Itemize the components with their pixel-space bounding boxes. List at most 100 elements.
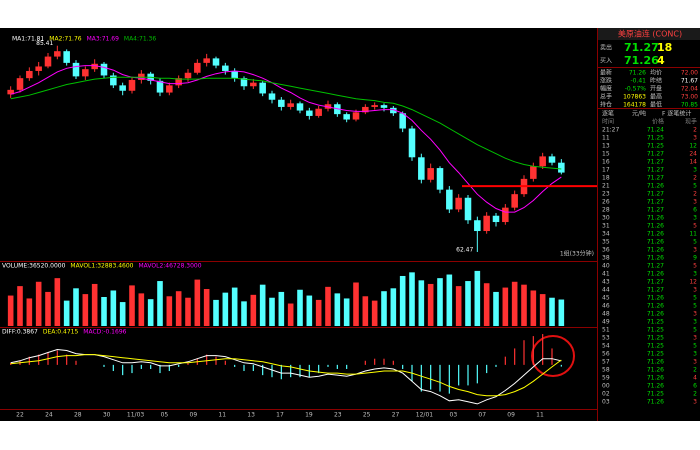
tick-cell: 3 bbox=[693, 215, 697, 222]
volume-bar bbox=[101, 297, 107, 326]
tab[interactable]: 元/吨 bbox=[632, 110, 646, 118]
volume-bar bbox=[203, 289, 210, 326]
candle-body bbox=[287, 103, 294, 107]
stat-value: -0.41 bbox=[630, 78, 646, 85]
tick-cell: 71.26 bbox=[647, 383, 664, 390]
tick-cell: 4 bbox=[693, 375, 697, 382]
tick-cell: 71.27 bbox=[647, 279, 664, 286]
volume-bar bbox=[427, 283, 434, 326]
tick-cell: 2 bbox=[693, 367, 697, 374]
tick-cell: 71.27 bbox=[647, 191, 664, 198]
tick-cell: 3 bbox=[693, 271, 697, 278]
tick-cell: 71.27 bbox=[647, 199, 664, 206]
tick-cell: 14 bbox=[689, 159, 697, 166]
dif-line bbox=[10, 348, 562, 405]
tick-cell: 15 bbox=[602, 151, 610, 158]
candle-body bbox=[343, 114, 350, 120]
panel-title-bar bbox=[598, 28, 700, 40]
tick-cell: 28 bbox=[602, 207, 610, 214]
stat-value: 164178 bbox=[623, 102, 646, 109]
volume-bar bbox=[390, 288, 397, 326]
x-tick-label: 11 bbox=[536, 412, 544, 419]
volume-bar bbox=[147, 299, 154, 326]
volume-bar bbox=[353, 282, 359, 326]
volume-bar bbox=[213, 299, 219, 326]
volume-bar bbox=[7, 295, 14, 326]
candle-body bbox=[166, 85, 173, 93]
tick-cell: 36 bbox=[602, 247, 610, 254]
legend-entry: DEA:0.4715 bbox=[43, 329, 79, 336]
stat-label: 均价 bbox=[650, 69, 662, 77]
tick-cell: 3 bbox=[693, 351, 697, 358]
tick-cell: 3 bbox=[693, 335, 697, 342]
stat-label: 最新 bbox=[600, 69, 612, 77]
volume-bar bbox=[119, 302, 126, 326]
tick-cell: 5 bbox=[693, 303, 697, 310]
candle-body bbox=[110, 75, 117, 86]
tick-cell: 45 bbox=[602, 295, 610, 302]
tick-cell: 51 bbox=[602, 327, 610, 334]
candle-body bbox=[558, 162, 565, 173]
candle-body bbox=[54, 51, 61, 57]
volume-bar bbox=[35, 281, 42, 326]
tick-cell: 48 bbox=[602, 311, 610, 318]
tick-cell: 3 bbox=[693, 359, 697, 366]
volume-bar bbox=[175, 291, 182, 326]
candle-body bbox=[194, 62, 201, 73]
tick-cell: 71.26 bbox=[647, 359, 664, 366]
tick-cell: 71.25 bbox=[647, 327, 664, 334]
tick-cell: 71.24 bbox=[647, 127, 664, 134]
candle-body bbox=[427, 168, 434, 180]
legend-entry: MACD:-0.1696 bbox=[83, 329, 126, 336]
candle-body bbox=[63, 51, 70, 63]
tick-cell: 57 bbox=[602, 359, 610, 366]
tick-cell: 71.26 bbox=[647, 375, 664, 382]
x-tick-label: 03 bbox=[450, 412, 458, 419]
tick-cell: 71.26 bbox=[647, 231, 664, 238]
x-tick-label: 13 bbox=[247, 412, 255, 419]
candle-body bbox=[35, 66, 42, 71]
bid-size: 4 bbox=[657, 54, 665, 67]
volume-bar bbox=[549, 297, 555, 326]
candle-body bbox=[315, 108, 322, 116]
volume-bar bbox=[259, 284, 266, 326]
ask-label: 卖出 bbox=[600, 44, 612, 52]
dea-line bbox=[10, 354, 562, 397]
tick-cell: 71.26 bbox=[647, 247, 664, 254]
highlight-circle bbox=[531, 335, 575, 377]
column-header: 时间 bbox=[602, 118, 614, 126]
panel-title: 美原油连 (CONC) bbox=[618, 29, 682, 39]
volume-bar bbox=[343, 298, 350, 326]
volume-bar bbox=[297, 289, 303, 326]
x-tick-label: 09 bbox=[190, 412, 198, 419]
tab[interactable]: 逐笔 bbox=[602, 110, 614, 118]
tick-cell: 38 bbox=[602, 255, 610, 262]
tick-cell: 71.25 bbox=[647, 343, 664, 350]
volume-bar bbox=[511, 281, 518, 326]
volume-bar bbox=[54, 278, 61, 326]
x-tick-label: 28 bbox=[74, 412, 82, 419]
tick-cell: 12 bbox=[689, 143, 697, 150]
tick-cell: 21 bbox=[602, 183, 610, 190]
candle-body bbox=[455, 197, 462, 210]
tick-cell: 26 bbox=[602, 199, 610, 206]
tick-cell: 43 bbox=[602, 279, 610, 286]
tick-cell: 71.25 bbox=[647, 135, 664, 142]
volume-bar bbox=[325, 286, 331, 326]
volume-bar bbox=[483, 283, 490, 326]
candle-body bbox=[128, 79, 136, 91]
tab[interactable]: F 逐笔统计 bbox=[662, 110, 691, 118]
tick-cell: 34 bbox=[602, 231, 610, 238]
x-tick-label: 19 bbox=[305, 412, 313, 419]
candle-body bbox=[231, 70, 238, 79]
tick-cell: 56 bbox=[602, 351, 610, 358]
volume-bar bbox=[502, 287, 509, 326]
tick-cell: 5 bbox=[693, 263, 697, 270]
volume-bar bbox=[409, 272, 415, 326]
tick-cell: 11 bbox=[602, 135, 610, 142]
volume-bar bbox=[26, 298, 33, 326]
bid-price: 71.26 bbox=[624, 54, 659, 67]
legend-entry: MAVOL1:32883.4600 bbox=[70, 263, 133, 270]
candle-body bbox=[7, 89, 14, 95]
